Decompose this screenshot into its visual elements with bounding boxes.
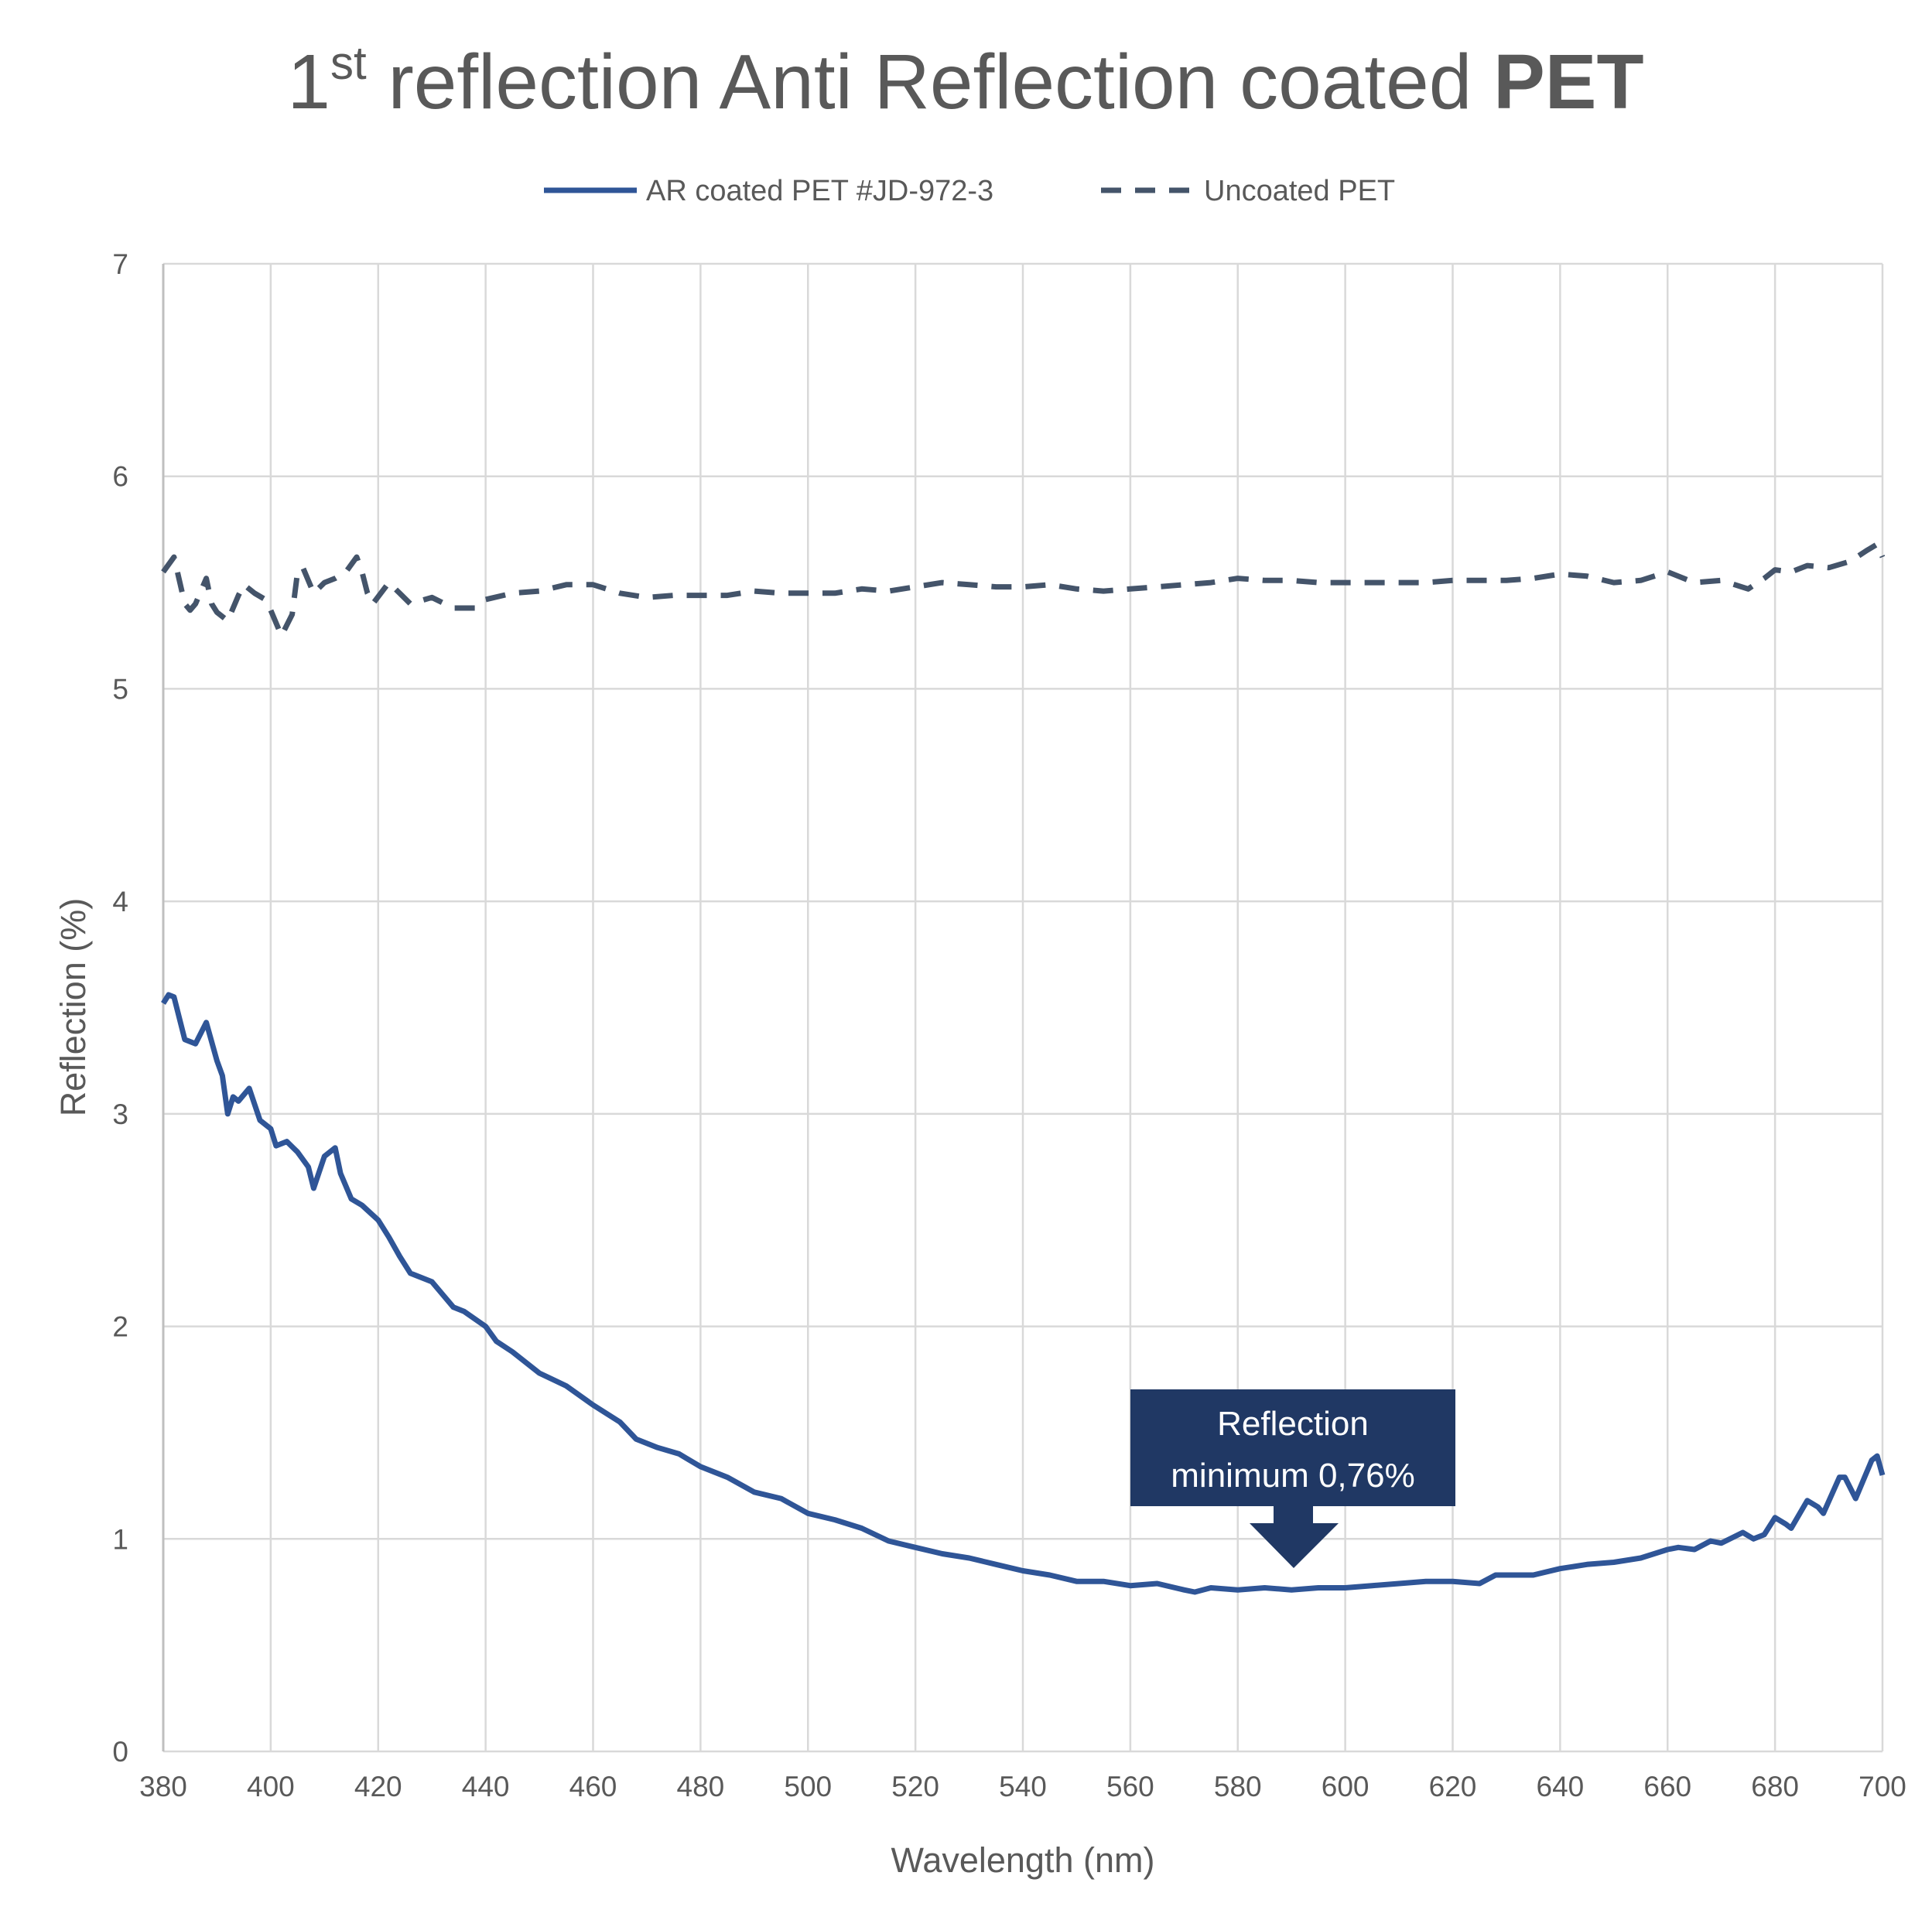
annotation-box	[1130, 1389, 1455, 1506]
x-tick-label: 420	[354, 1771, 402, 1802]
y-tick-label: 0	[112, 1736, 128, 1768]
ar-coated-line	[161, 992, 1886, 1595]
y-tick-label: 2	[112, 1311, 128, 1343]
y-tick-label: 3	[112, 1099, 128, 1130]
y-tick-label: 6	[112, 461, 128, 493]
x-tick-label: 440	[462, 1771, 510, 1802]
title-bold: PET	[1493, 39, 1643, 125]
x-tick-label: 640	[1537, 1771, 1585, 1802]
annotation-callout: Reflection minimum 0,76%	[1130, 1389, 1455, 1568]
title-main: reflection Anti Reflection coated	[367, 39, 1493, 125]
x-tick-label: 620	[1429, 1771, 1477, 1802]
uncoated-line	[161, 542, 1886, 639]
x-tick-label: 560	[1106, 1771, 1154, 1802]
y-tick-label: 1	[112, 1523, 128, 1555]
x-tick-label: 700	[1858, 1771, 1906, 1802]
x-tick-label: 580	[1214, 1771, 1262, 1802]
tick-labels: 380 400 420 440 460 480 500 520 540 560 580 600 620 6…	[112, 248, 1906, 1802]
title-prefix: 1	[287, 39, 330, 125]
x-tick-label: 680	[1751, 1771, 1799, 1802]
x-tick-label: 600	[1322, 1771, 1369, 1802]
gridlines	[162, 262, 1884, 1753]
x-tick-label: 500	[784, 1771, 832, 1802]
legend: AR coated PET #JD-972-3 Uncoated PET	[544, 175, 1395, 207]
x-tick-label: 520	[891, 1771, 939, 1802]
y-tick-label: 7	[112, 248, 128, 280]
x-tick-label: 380	[139, 1771, 187, 1802]
series-lines	[161, 542, 1886, 1595]
y-axis-title: Reflection (%)	[53, 898, 93, 1117]
y-tick-label: 4	[112, 886, 128, 917]
annotation-line2: minimum 0,76%	[1171, 1457, 1414, 1495]
y-tick-label: 5	[112, 673, 128, 705]
x-tick-label: 400	[247, 1771, 295, 1802]
legend-label-ar: AR coated PET #JD-972-3	[646, 175, 993, 207]
x-tick-label: 660	[1643, 1771, 1691, 1802]
title-superscript: st	[330, 37, 367, 89]
x-axis-title: Wavelength (nm)	[891, 1840, 1155, 1880]
annotation-arrow	[1250, 1505, 1339, 1568]
legend-label-uncoated: Uncoated PET	[1204, 175, 1395, 207]
chart-title: 1st reflection Anti Reflection coated PE…	[287, 37, 1643, 125]
x-tick-label: 540	[999, 1771, 1047, 1802]
annotation-line1: Reflection	[1217, 1405, 1369, 1443]
x-tick-label: 480	[677, 1771, 725, 1802]
x-tick-label: 460	[569, 1771, 617, 1802]
